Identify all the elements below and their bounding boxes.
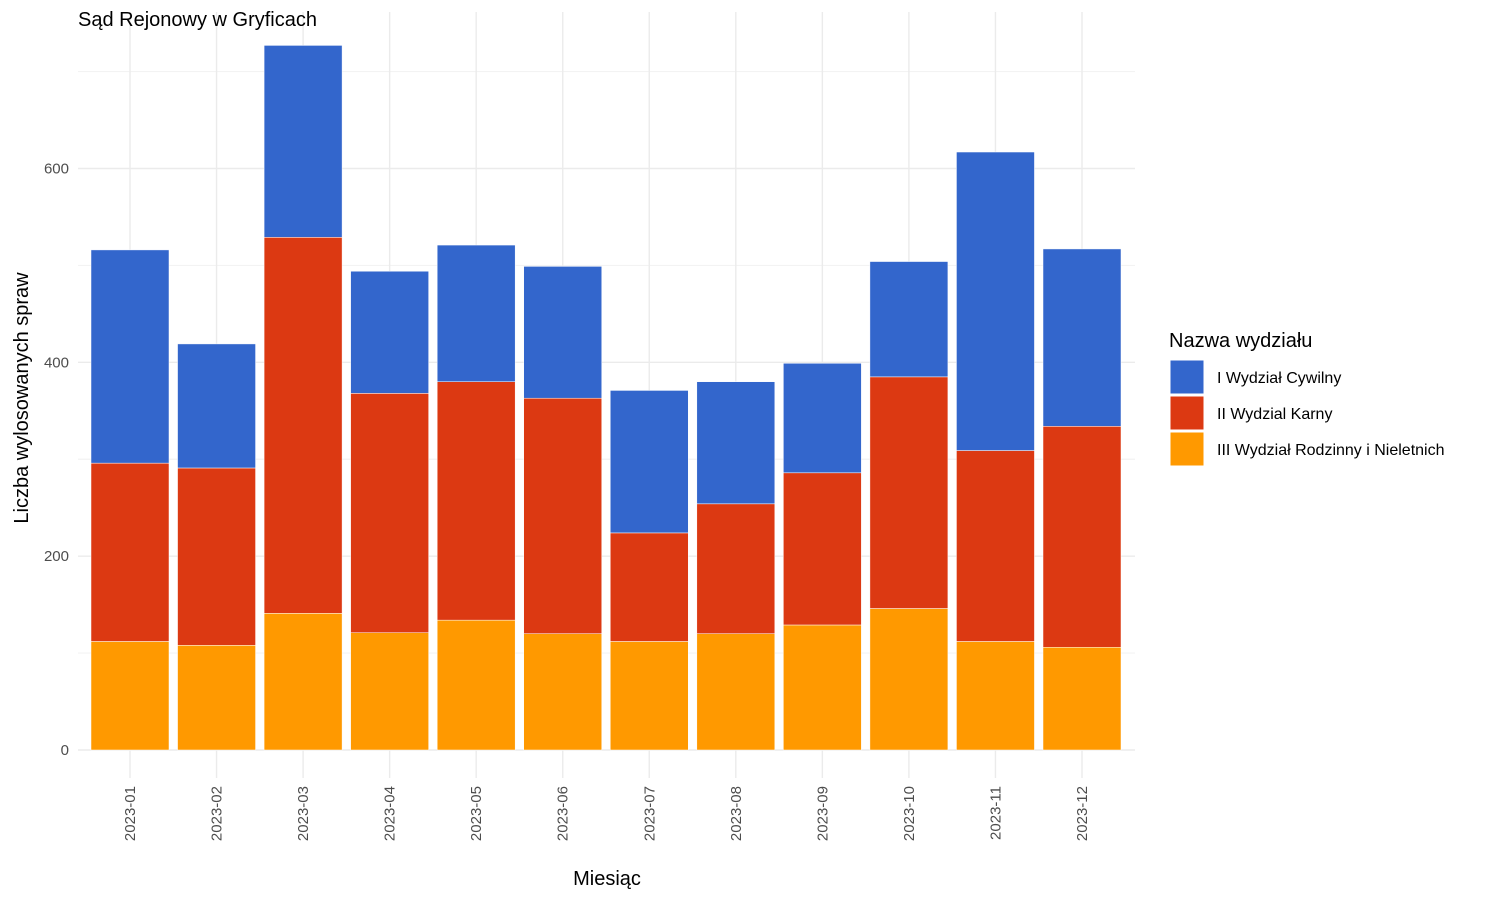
bar-segment [696,633,776,751]
x-tick-label: 2023-12 [1074,786,1091,841]
bar-segment [956,641,1035,751]
x-tick-label: 2023-09 [814,786,831,841]
legend-swatch [1169,431,1205,467]
legend-label: I Wydział Cywilny [1217,370,1341,387]
bar-segment [610,390,689,534]
x-tick-label: 2023-04 [382,786,399,841]
legend-swatch [1169,359,1205,395]
bar-segment [263,45,343,238]
bar-segment [436,619,516,751]
bar-segment [436,244,516,382]
x-axis-title: Miesiąc [573,868,641,890]
x-tick-label: 2023-11 [987,786,1004,840]
x-tick-label: 2023-02 [209,786,226,841]
legend-label: II Wydzial Karny [1217,406,1332,423]
bar-segment [869,261,949,378]
bar-segment [177,645,256,751]
legend-swatch [1169,395,1205,431]
bar-segment [956,450,1035,642]
bar-segment [783,363,862,474]
y-tick-label: 200 [44,548,69,565]
chart-title: Sąd Rejonowy w Gryficach [78,9,317,31]
legend-title: Nazwa wydziału [1169,330,1312,352]
bar-segment [90,249,170,464]
bar-segment [869,376,949,609]
x-tick-label: 2023-08 [728,786,745,841]
bar-segment [90,641,170,751]
bar-segment [783,624,862,751]
bar-segment [350,393,429,633]
x-tick-label: 2023-03 [295,786,312,841]
bar-segment [436,381,516,621]
x-tick-label: 2023-07 [641,786,658,841]
bar-segment [263,237,343,614]
bar-segment [523,633,602,751]
bar-segment [1042,248,1122,427]
bar-segment [177,467,256,646]
bar-segment [696,381,776,505]
bar-segment [90,462,170,642]
bar-segment [610,641,689,751]
bar-segment [350,632,429,751]
y-tick-label: 600 [44,161,69,178]
bar-segment [696,503,776,634]
bar-segment [869,608,949,751]
bar-segment [263,613,343,751]
bar-segment [350,270,429,394]
legend-label: III Wydział Rodzinny i Nieletnich [1217,442,1445,459]
x-tick-label: 2023-01 [122,786,139,841]
legend: Nazwa wydziału I Wydział Cywilny II Wydzi… [1169,330,1445,467]
x-tick-label: 2023-05 [468,786,485,841]
bar-segment [956,151,1035,451]
y-tick-label: 0 [61,742,69,759]
bar-segment [783,472,862,626]
x-axis-ticks: 2023-01 2023-02 2023-03 2023-04 2023-05 2023-… [122,786,1091,841]
x-tick-label: 2023-06 [555,786,572,841]
y-axis-title: Liczba wylosowanych spraw [11,272,33,524]
x-tick-label: 2023-10 [901,786,918,841]
bar-segment [1042,426,1122,648]
y-tick-label: 400 [44,354,69,371]
bar-segment [610,532,689,642]
bar-segment [177,343,256,469]
bar-segment [523,266,602,399]
bar-segment [1042,647,1122,751]
bar-segment [523,397,602,634]
bars [90,45,1122,751]
y-axis-ticks: 0 200 400 600 [44,161,69,760]
